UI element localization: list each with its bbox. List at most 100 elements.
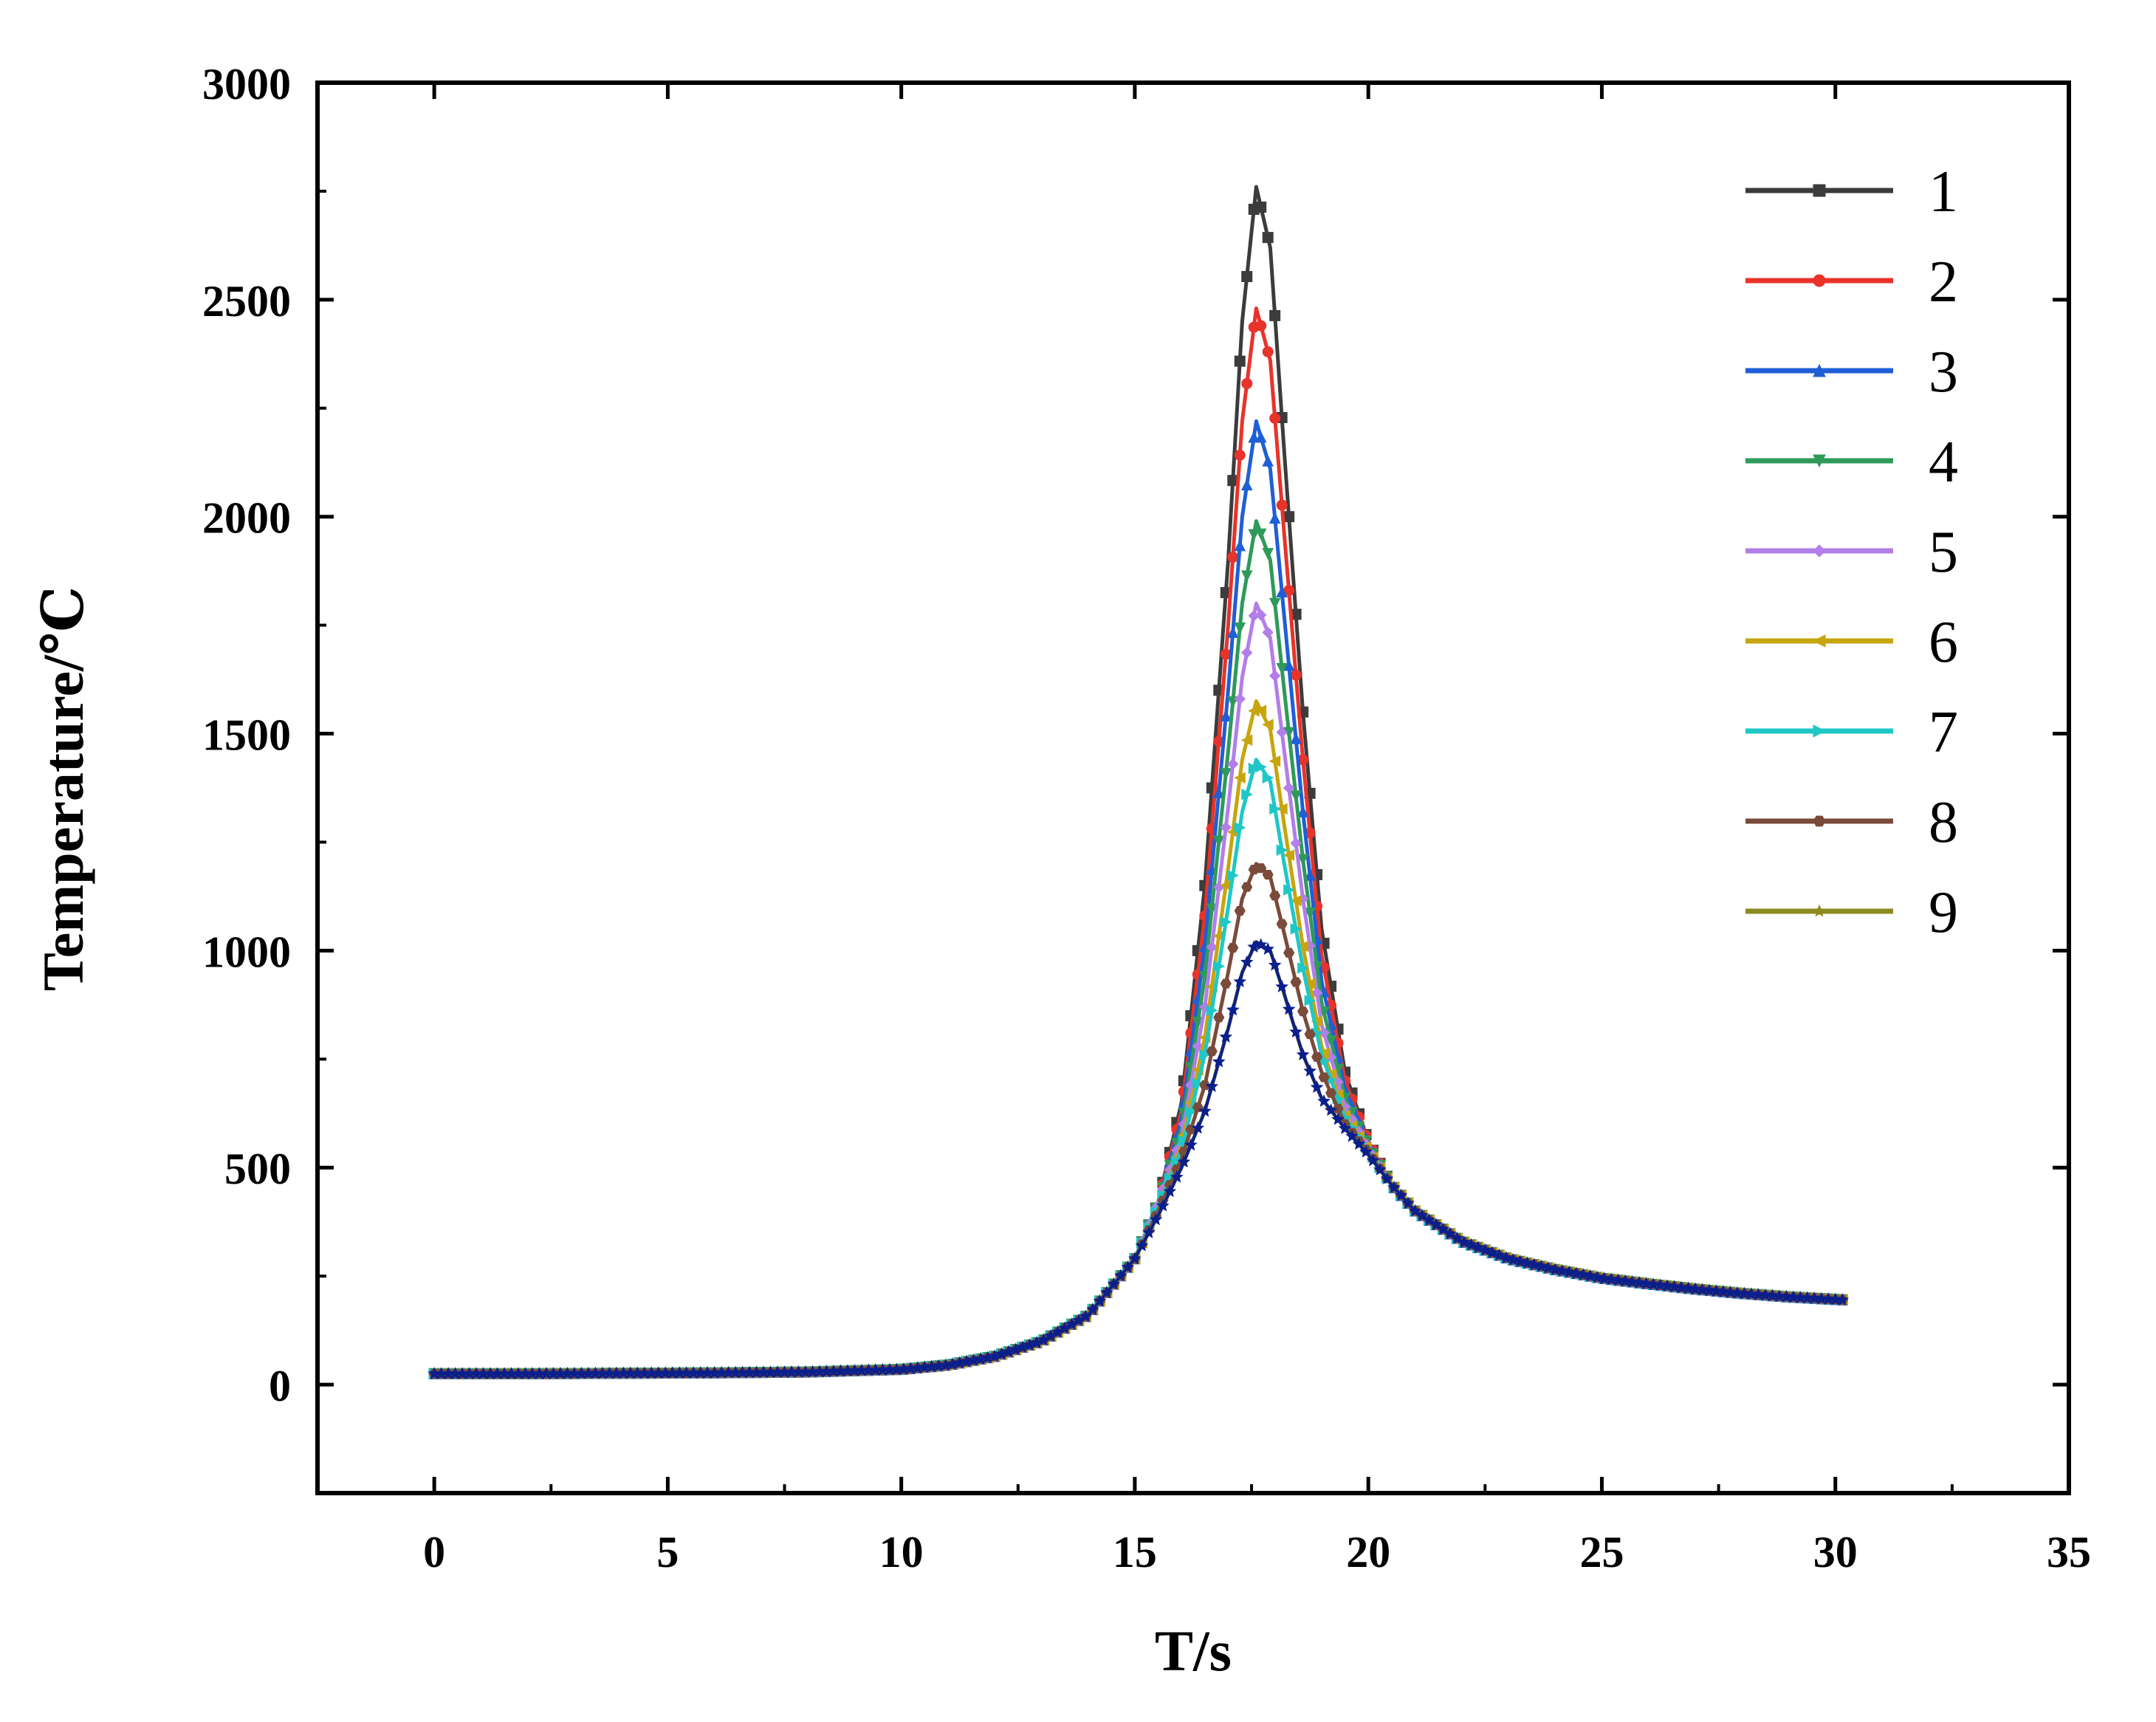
series-tail-point bbox=[1142, 1226, 1156, 1238]
series-4-point bbox=[1212, 835, 1225, 848]
series-4-point bbox=[1254, 528, 1267, 541]
series-7-point bbox=[1227, 869, 1239, 882]
series-tail-point bbox=[1086, 1303, 1099, 1315]
series-8-point bbox=[1213, 1012, 1225, 1023]
series-tail-point bbox=[1387, 1180, 1401, 1193]
legend-item-8: 8 bbox=[1745, 790, 1958, 855]
series-tail-point bbox=[1121, 1260, 1135, 1273]
plot-frame bbox=[315, 80, 2071, 1495]
series-3-point bbox=[1240, 478, 1253, 491]
series-7-point bbox=[1241, 789, 1253, 800]
legend-item-6: 6 bbox=[1745, 610, 1958, 675]
series-tail-point bbox=[1562, 1265, 1576, 1278]
series-8-point bbox=[1262, 869, 1274, 880]
series-6-point bbox=[1234, 772, 1246, 784]
series-tail-point bbox=[1745, 1287, 1758, 1300]
y-tick-label: 2500 bbox=[202, 277, 291, 326]
series-tail-point bbox=[1079, 1309, 1093, 1323]
series-tail-point bbox=[1401, 1196, 1415, 1209]
legend-marker bbox=[1813, 815, 1826, 827]
legend-marker bbox=[1813, 363, 1826, 377]
series-1-point bbox=[1241, 271, 1253, 283]
series-tail-point bbox=[1681, 1281, 1695, 1294]
legend-label: 4 bbox=[1929, 430, 1958, 495]
series-8-point bbox=[1269, 891, 1281, 901]
series-tail-overlay bbox=[428, 938, 1850, 1379]
x-tick-label: 20 bbox=[1346, 1528, 1390, 1577]
x-tick-label: 25 bbox=[1579, 1528, 1624, 1577]
series-2-point bbox=[1234, 449, 1246, 461]
series-tail-point bbox=[1653, 1278, 1667, 1292]
series-tail-point bbox=[1731, 1286, 1744, 1299]
series-8-point bbox=[1199, 1080, 1211, 1091]
series-6-point bbox=[1262, 718, 1274, 731]
series-tail-point bbox=[1296, 1048, 1310, 1060]
series-8-point bbox=[1311, 1052, 1323, 1062]
legend-item-9: 9 bbox=[1745, 880, 1958, 945]
series-6-point bbox=[1276, 803, 1288, 815]
series-layer bbox=[428, 185, 1850, 1380]
series-tail-point bbox=[1429, 1218, 1443, 1231]
series-tail-point bbox=[1156, 1198, 1170, 1212]
series-7-point bbox=[1262, 772, 1274, 784]
series-tail-point bbox=[1667, 1280, 1681, 1293]
series-tail-point bbox=[1576, 1268, 1590, 1280]
y-tick-label: 500 bbox=[224, 1145, 291, 1193]
series-7-point bbox=[1206, 1004, 1218, 1017]
series-7-point bbox=[1304, 995, 1316, 1006]
series-7-point bbox=[1199, 1049, 1211, 1061]
series-1-point bbox=[1255, 201, 1267, 213]
series-7-point bbox=[1178, 1134, 1190, 1147]
series-4-point bbox=[1290, 790, 1302, 803]
series-tail-point bbox=[1506, 1252, 1520, 1266]
series-3-point bbox=[1276, 586, 1288, 598]
series-7-point bbox=[1283, 884, 1295, 896]
series-tail-point bbox=[1226, 1003, 1240, 1016]
series-3-point bbox=[1234, 539, 1246, 552]
series-5-point bbox=[1262, 626, 1274, 639]
series-tail-point bbox=[1198, 1104, 1212, 1117]
series-tail-point bbox=[1723, 1285, 1737, 1298]
series-6-point bbox=[1290, 894, 1302, 907]
series-tail-point bbox=[1639, 1277, 1653, 1289]
series-tail-point bbox=[1703, 1283, 1716, 1297]
series-6-point bbox=[1311, 1015, 1323, 1027]
series-tail-point bbox=[1366, 1153, 1380, 1167]
series-4-point bbox=[1276, 662, 1288, 675]
series-tail-point bbox=[1107, 1277, 1121, 1290]
series-tail-point bbox=[1737, 1286, 1751, 1300]
series-tail-point bbox=[1604, 1272, 1618, 1286]
series-tail-point bbox=[1717, 1285, 1730, 1297]
series-8-point bbox=[1290, 977, 1302, 987]
legend-item-3: 3 bbox=[1745, 340, 1958, 405]
y-tick-label: 2000 bbox=[202, 494, 291, 543]
series-6-point bbox=[1240, 734, 1253, 747]
series-6-point bbox=[1268, 755, 1281, 767]
series-tail-point bbox=[1394, 1188, 1408, 1201]
series-4-point bbox=[1325, 1035, 1337, 1047]
legend-item-2: 2 bbox=[1745, 250, 1958, 315]
series-tail-point bbox=[1093, 1294, 1107, 1307]
series-6-point bbox=[1317, 1047, 1330, 1059]
series-8-point bbox=[1318, 1072, 1330, 1083]
series-7-point bbox=[1255, 761, 1267, 773]
series-3-point bbox=[1220, 710, 1232, 721]
legend-marker bbox=[1813, 184, 1826, 197]
series-5-point bbox=[1241, 647, 1253, 659]
series-5-point bbox=[1290, 837, 1302, 849]
series-tail-point bbox=[1555, 1263, 1569, 1277]
series-7-point bbox=[1220, 916, 1232, 928]
series-tail-point bbox=[1583, 1269, 1597, 1282]
series-8-point bbox=[1227, 942, 1239, 953]
series-8-point bbox=[1220, 978, 1232, 989]
series-tail-point bbox=[1184, 1138, 1198, 1151]
series-tail-point bbox=[1836, 1293, 1850, 1306]
series-tail-point bbox=[1191, 1121, 1205, 1134]
legend-marker bbox=[1813, 904, 1826, 917]
series-tail-point bbox=[1282, 1002, 1296, 1015]
series-3-point bbox=[1226, 626, 1239, 638]
series-tail-point bbox=[1373, 1162, 1387, 1176]
series-tail-point bbox=[1422, 1213, 1436, 1226]
